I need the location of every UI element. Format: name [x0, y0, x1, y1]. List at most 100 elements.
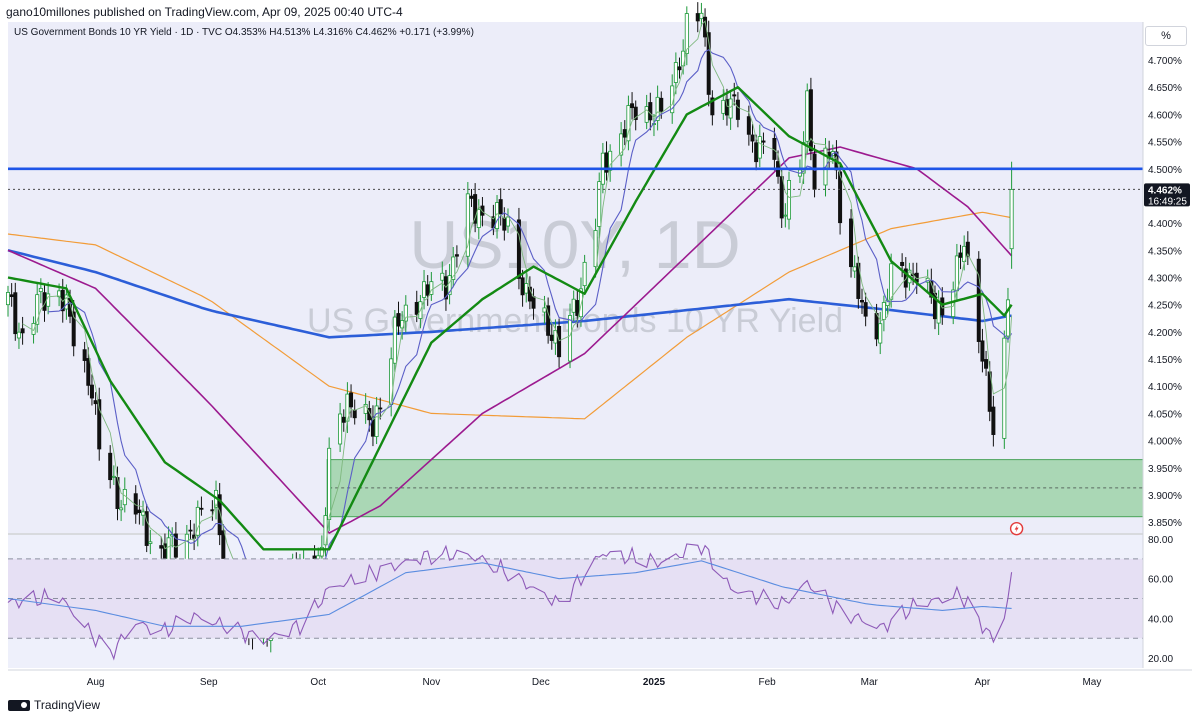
candle-body: [31, 322, 36, 335]
candle-body: [1009, 189, 1014, 250]
candle-body: [327, 447, 332, 520]
candle-body: [469, 195, 474, 199]
candle: [469, 188, 474, 207]
candle: [89, 374, 94, 406]
last-price-tag: [1144, 183, 1190, 207]
candle: [900, 253, 905, 278]
candle: [630, 92, 635, 120]
candle: [878, 311, 883, 355]
candle: [425, 275, 430, 306]
bolt-glyph-icon: [1014, 524, 1019, 533]
candle: [82, 341, 87, 373]
rsi-ma-line: [7, 560, 1012, 627]
candle-body: [619, 133, 624, 156]
rsi-line: [7, 543, 1013, 661]
candle-body: [578, 288, 583, 318]
candle-body: [608, 150, 613, 171]
candle-body: [392, 316, 397, 364]
candle-body: [173, 533, 178, 558]
candle-body: [648, 102, 653, 121]
y-tick-label: 4.400%: [1148, 219, 1182, 230]
candle-body: [724, 99, 729, 116]
candle-body: [195, 506, 200, 536]
candle: [655, 85, 660, 131]
candle-body: [761, 140, 766, 143]
candle: [35, 283, 40, 333]
candle: [597, 172, 602, 239]
candle-body: [338, 413, 343, 445]
candle: [786, 171, 791, 230]
candle-body: [622, 129, 627, 138]
candle: [619, 122, 624, 167]
candle-body: [524, 283, 529, 294]
candle: [903, 257, 908, 299]
candle-body: [557, 326, 562, 358]
candle-body: [721, 99, 726, 114]
candle-body: [440, 272, 445, 281]
ma-purple-line: [7, 146, 1013, 534]
candle: [422, 269, 427, 310]
candle: [341, 409, 346, 432]
candle: [71, 300, 76, 357]
candle: [626, 95, 631, 151]
candle-body: [980, 340, 985, 362]
candle-body: [900, 261, 905, 266]
candle-body: [38, 287, 43, 293]
candle-body: [874, 313, 879, 340]
candle-body: [46, 293, 51, 307]
candle-body: [370, 416, 375, 437]
candle-body: [1005, 299, 1010, 337]
candle-body: [403, 304, 408, 322]
candle-body: [889, 263, 894, 300]
y-tick-label: 3.850%: [1148, 518, 1182, 529]
price-axis-background: [1143, 22, 1192, 668]
candle-body: [878, 323, 883, 344]
candle: [706, 20, 711, 107]
x-tick-label: Mar: [861, 677, 879, 688]
candle: [392, 309, 397, 373]
candle-body: [473, 194, 478, 224]
x-tick-label: Apr: [975, 677, 991, 688]
candle-body: [732, 94, 737, 97]
candle: [9, 283, 14, 307]
candle-body: [378, 407, 383, 410]
candle-body: [604, 152, 609, 173]
candle-body: [6, 292, 11, 306]
candle: [454, 245, 459, 268]
candle: [6, 285, 11, 317]
candle: [633, 100, 638, 131]
candle-body: [684, 13, 689, 54]
candle: [644, 94, 649, 130]
candle-body: [93, 400, 98, 405]
candle-body: [582, 261, 587, 287]
percent-scale-button[interactable]: %: [1145, 26, 1187, 46]
candle: [505, 208, 510, 233]
candle-body: [60, 289, 65, 312]
candle-body: [549, 334, 554, 341]
candle-body: [144, 511, 149, 546]
candle: [217, 483, 222, 546]
candle: [991, 395, 996, 447]
candle-body: [374, 405, 379, 437]
candle-body: [159, 545, 164, 549]
countdown-label: 16:49:25: [1148, 196, 1187, 207]
y-tick-label: 4.650%: [1148, 83, 1182, 94]
x-tick-label: Sep: [200, 677, 218, 688]
candle-body: [352, 409, 357, 419]
candle-body: [958, 252, 963, 258]
candle-body: [396, 313, 401, 327]
candle-body: [505, 216, 510, 227]
x-tick-label: Aug: [87, 677, 105, 688]
candle-body: [571, 298, 576, 313]
rsi-y-tick-label: 40.00: [1148, 614, 1173, 625]
y-tick-label: 4.100%: [1148, 382, 1182, 393]
y-tick-label: 4.600%: [1148, 110, 1182, 121]
candle: [137, 499, 142, 525]
footer-branding: TradingView: [8, 698, 100, 712]
candle-body: [754, 142, 759, 163]
candle-body: [465, 193, 470, 257]
candle-body: [210, 509, 215, 512]
candle-body: [349, 392, 354, 408]
candle-body: [422, 281, 427, 298]
